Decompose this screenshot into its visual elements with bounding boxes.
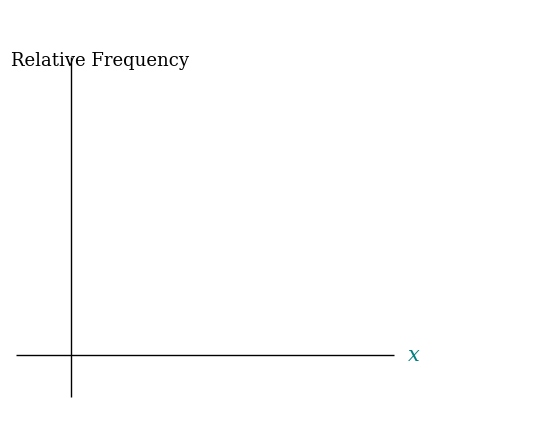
Text: Relative Frequency: Relative Frequency (11, 52, 189, 70)
Text: x: x (408, 346, 419, 365)
